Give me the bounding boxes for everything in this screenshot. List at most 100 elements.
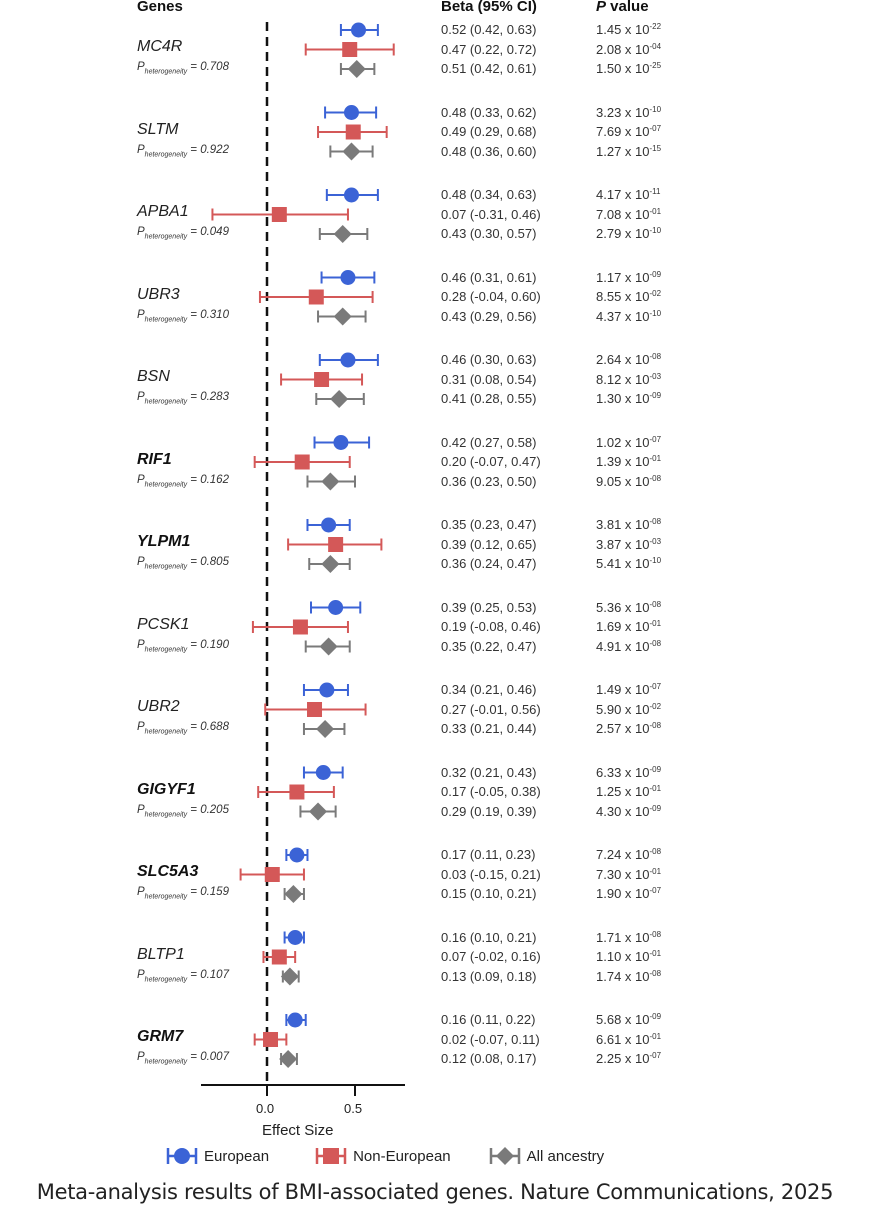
beta-ci-value: 0.02 (-0.07, 0.11): [441, 1031, 540, 1047]
circle-marker-icon: [321, 517, 337, 533]
legend-label: Non-European: [353, 1147, 451, 1165]
diamond-marker-icon: [321, 555, 340, 573]
gene-label: GRM7: [137, 1028, 184, 1045]
p-value: 1.74 x 10-08: [596, 968, 662, 984]
x-tick-0: 0.0: [256, 1101, 275, 1116]
p-value: 6.33 x 10-09: [596, 764, 662, 780]
square-marker-icon: [328, 537, 344, 552]
p-value: 1.02 x 10-07: [596, 434, 662, 450]
p-heterogeneity: Pheterogeneity = 0.688: [137, 721, 229, 736]
beta-ci-value: 0.46 (0.31, 0.61): [441, 269, 537, 285]
p-value: 1.25 x 10-01: [596, 784, 662, 799]
gene-label: GIGYF1: [137, 780, 196, 798]
square-marker-icon: [314, 372, 330, 387]
p-italic: P: [596, 0, 607, 15]
p-value: 1.30 x 10-09: [596, 391, 662, 406]
beta-ci-value: 0.32 (0.21, 0.43): [441, 764, 537, 780]
gene-label: RIF1: [137, 450, 172, 468]
p-value: 5.90 x 10-02: [596, 701, 662, 717]
p-value: 1.39 x 10-01: [596, 454, 662, 469]
square-marker-icon: [315, 1148, 347, 1164]
p-value: 1.17 x 10-09: [596, 269, 662, 285]
p-value-rest: value: [606, 0, 649, 15]
beta-ci-value: 0.16 (0.11, 0.22): [441, 1012, 536, 1027]
p-value: 4.91 x 10-08: [596, 638, 662, 654]
p-heterogeneity: Pheterogeneity = 0.922: [137, 143, 229, 158]
beta-ci-value: 0.39 (0.25, 0.53): [441, 599, 537, 615]
square-marker-icon: [308, 289, 324, 305]
p-heterogeneity: Pheterogeneity = 0.159: [137, 886, 229, 901]
beta-ci-value: 0.19 (-0.08, 0.46): [441, 619, 541, 634]
p-value: 1.49 x 10-07: [596, 682, 662, 697]
p-value: 4.37 x 10-10: [596, 308, 662, 324]
diamond-marker-icon: [316, 720, 335, 738]
beta-ci-value: 0.17 (0.11, 0.23): [441, 847, 536, 862]
p-heterogeneity: Pheterogeneity = 0.162: [137, 473, 229, 488]
p-value: 7.69 x 10-07: [596, 124, 662, 139]
beta-ci-value: 0.13 (0.09, 0.18): [441, 968, 537, 984]
gene-label: APBA1: [137, 203, 189, 220]
p-value: 5.68 x 10-09: [596, 1012, 662, 1027]
circle-marker-icon: [319, 682, 335, 698]
square-marker-icon: [292, 619, 308, 635]
legend: European Non-European All ancestry: [166, 1146, 642, 1166]
diamond-marker-icon: [489, 1147, 520, 1165]
gene-label: PCSK1: [137, 615, 190, 633]
diamond-marker-icon: [333, 307, 352, 326]
diamond-marker-icon: [284, 885, 303, 903]
gene-label: BLTP1: [137, 945, 185, 963]
p-value: 2.08 x 10-04: [596, 41, 662, 57]
x-tick-0.5: 0.5: [344, 1101, 363, 1116]
legend-label: All ancestry: [526, 1147, 605, 1165]
beta-ci-value: 0.48 (0.34, 0.63): [441, 187, 537, 202]
beta-ci-value: 0.41 (0.28, 0.55): [441, 391, 537, 406]
diamond-marker-icon: [309, 802, 328, 821]
p-heterogeneity: Pheterogeneity = 0.049: [137, 226, 229, 241]
beta-ci-value: 0.29 (0.19, 0.39): [441, 803, 537, 819]
gene-label: YLPM1: [137, 533, 191, 550]
beta-ci-value: 0.48 (0.36, 0.60): [441, 143, 537, 159]
p-heterogeneity: Pheterogeneity = 0.310: [137, 308, 229, 323]
square-marker-icon: [289, 784, 305, 800]
p-value: 5.36 x 10-08: [596, 599, 662, 615]
p-value: 2.25 x 10-07: [596, 1051, 662, 1066]
beta-ci-value: 0.36 (0.23, 0.50): [441, 473, 537, 489]
p-value: 4.17 x 10-11: [596, 187, 661, 202]
beta-ci-value: 0.33 (0.21, 0.44): [441, 721, 537, 736]
genes-header: Genes: [137, 0, 183, 15]
circle-marker-icon: [343, 105, 359, 120]
legend-european: European: [166, 1146, 269, 1166]
legend-label: European: [204, 1147, 270, 1165]
p-heterogeneity: Pheterogeneity = 0.283: [137, 391, 229, 406]
p-value: 1.45 x 10-22: [596, 22, 662, 37]
p-heterogeneity: Pheterogeneity = 0.805: [137, 556, 229, 571]
beta-ci-value: 0.49 (0.29, 0.68): [441, 124, 537, 139]
diamond-marker-icon: [279, 1050, 298, 1068]
gene-label: BSN: [137, 368, 170, 385]
p-value: 6.61 x 10-01: [596, 1031, 662, 1047]
gene-label: MC4R: [137, 38, 183, 55]
diamond-marker-icon: [347, 60, 366, 78]
p-value: 3.87 x 10-03: [596, 536, 662, 552]
p-value: 9.05 x 10-08: [596, 473, 662, 489]
p-value: 2.57 x 10-08: [596, 721, 662, 736]
beta-ci-value: 0.31 (0.08, 0.54): [441, 371, 537, 387]
p-value: 5.41 x 10-10: [596, 556, 662, 571]
beta-ci-value: 0.46 (0.30, 0.63): [441, 352, 537, 367]
beta-ci-value: 0.35 (0.22, 0.47): [441, 638, 537, 654]
p-value: 2.79 x 10-10: [596, 226, 662, 241]
p-value: 1.90 x 10-07: [596, 886, 662, 901]
p-heterogeneity: Pheterogeneity = 0.205: [137, 803, 229, 818]
diamond-marker-icon: [321, 472, 340, 491]
gene-label: SLTM: [137, 120, 179, 138]
x-axis-label: Effect Size: [262, 1122, 334, 1139]
p-heterogeneity: Pheterogeneity = 0.190: [137, 638, 229, 653]
p-value: 4.30 x 10-09: [596, 803, 662, 819]
diamond-marker-icon: [333, 225, 352, 243]
circle-marker-icon: [287, 930, 303, 945]
square-marker-icon: [345, 124, 361, 140]
square-marker-icon: [271, 207, 287, 222]
square-marker-icon: [307, 702, 323, 717]
circle-marker-icon: [340, 270, 356, 285]
